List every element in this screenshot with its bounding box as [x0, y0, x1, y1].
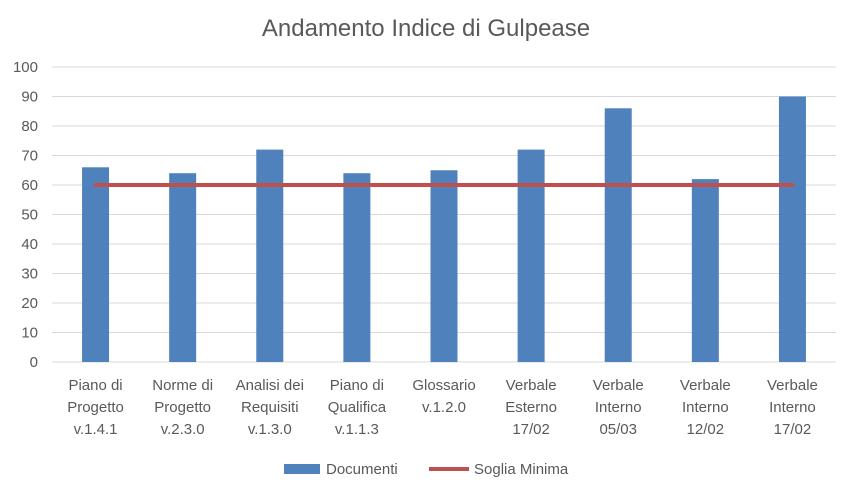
x-category-label: Norme di Progetto v.2.3.0 — [152, 377, 213, 438]
x-category-line: Interno — [595, 399, 642, 416]
bar-documenti — [343, 173, 371, 362]
x-category-line: v.1.2.0 — [422, 399, 466, 416]
bar-documenti — [169, 173, 197, 362]
y-tick-label: 60 — [21, 177, 38, 194]
x-category-line: Analisi dei — [236, 377, 304, 394]
x-axis-categories: Piano di Progetto v.1.4.1 Norme di Progetto v… — [67, 377, 818, 438]
x-category-line: 05/03 — [599, 421, 637, 438]
y-tick-label: 0 — [30, 354, 38, 371]
x-category-label: Glossario v.1.2.0 — [412, 377, 475, 416]
x-category-label: Verbale Interno 12/02 — [680, 377, 731, 438]
x-category-line: Verbale — [767, 377, 818, 394]
bar-documenti — [604, 108, 632, 362]
x-category-line: Interno — [682, 399, 729, 416]
y-tick-label: 10 — [21, 325, 38, 342]
y-tick-label: 80 — [21, 118, 38, 135]
legend-label-documenti: Documenti — [326, 461, 398, 478]
bar-documenti — [691, 179, 719, 362]
x-category-line: Verbale — [680, 377, 731, 394]
bar-documenti — [256, 149, 284, 362]
x-category-line: Verbale — [593, 377, 644, 394]
y-tick-label: 50 — [21, 207, 38, 224]
x-category-line: Piano di — [330, 377, 384, 394]
x-category-line: Progetto — [154, 399, 211, 416]
y-tick-label: 20 — [21, 295, 38, 312]
y-axis-ticks: 0 10 20 30 40 50 60 70 80 90 100 — [13, 59, 38, 371]
x-category-line: v.1.1.3 — [335, 421, 379, 438]
x-category-line: v.1.3.0 — [248, 421, 292, 438]
chart-title: Andamento Indice di Gulpease — [262, 15, 590, 42]
x-category-line: 17/02 — [774, 421, 812, 438]
bar-documenti — [517, 149, 545, 362]
x-category-line: Piano di — [68, 377, 122, 394]
x-category-line: Requisiti — [241, 399, 299, 416]
y-tick-label: 40 — [21, 236, 38, 253]
x-category-line: 12/02 — [687, 421, 725, 438]
x-category-label: Piano di Progetto v.1.4.1 — [67, 377, 124, 438]
x-category-line: v.1.4.1 — [74, 421, 118, 438]
x-category-line: 17/02 — [512, 421, 550, 438]
y-tick-label: 90 — [21, 89, 38, 106]
bar-documenti — [430, 170, 458, 362]
y-tick-label: 30 — [21, 266, 38, 283]
x-category-label: Verbale Interno 17/02 — [767, 377, 818, 438]
x-category-label: Analisi dei Requisiti v.1.3.0 — [236, 377, 304, 438]
legend-label-soglia-minima: Soglia Minima — [474, 461, 569, 478]
legend-swatch-documenti — [284, 464, 320, 474]
y-tick-label: 100 — [13, 59, 38, 76]
y-tick-label: 70 — [21, 148, 38, 165]
x-category-line: Qualifica — [328, 399, 387, 416]
x-category-line: Glossario — [412, 377, 475, 394]
bar-documenti — [778, 96, 806, 362]
x-category-line: Verbale — [506, 377, 557, 394]
x-category-line: Esterno — [505, 399, 557, 416]
x-category-label: Piano di Qualifica v.1.1.3 — [328, 377, 387, 438]
legend: Documenti Soglia Minima — [284, 461, 569, 478]
x-category-line: v.2.3.0 — [161, 421, 205, 438]
bar-documenti — [82, 167, 110, 362]
x-category-label: Verbale Interno 05/03 — [593, 377, 644, 438]
x-category-line: Interno — [769, 399, 816, 416]
bars — [82, 96, 806, 362]
x-category-line: Norme di — [152, 377, 213, 394]
x-category-line: Progetto — [67, 399, 124, 416]
x-category-label: Verbale Esterno 17/02 — [505, 377, 557, 438]
